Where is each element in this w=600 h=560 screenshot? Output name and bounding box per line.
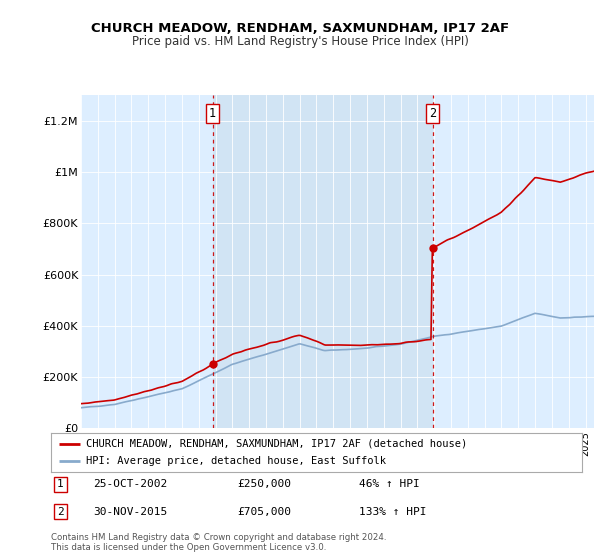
Text: This data is licensed under the Open Government Licence v3.0.: This data is licensed under the Open Gov… <box>51 543 326 552</box>
Text: CHURCH MEADOW, RENDHAM, SAXMUNDHAM, IP17 2AF: CHURCH MEADOW, RENDHAM, SAXMUNDHAM, IP17… <box>91 22 509 35</box>
Text: HPI: Average price, detached house, East Suffolk: HPI: Average price, detached house, East… <box>86 456 386 466</box>
Text: £705,000: £705,000 <box>237 506 291 516</box>
Text: Price paid vs. HM Land Registry's House Price Index (HPI): Price paid vs. HM Land Registry's House … <box>131 35 469 48</box>
Text: Contains HM Land Registry data © Crown copyright and database right 2024.: Contains HM Land Registry data © Crown c… <box>51 533 386 542</box>
Text: 2: 2 <box>430 107 436 120</box>
Text: £250,000: £250,000 <box>237 479 291 489</box>
Text: 1: 1 <box>209 107 216 120</box>
Text: 46% ↑ HPI: 46% ↑ HPI <box>359 479 420 489</box>
Text: 30-NOV-2015: 30-NOV-2015 <box>94 506 168 516</box>
Text: 1: 1 <box>57 479 64 489</box>
Text: 25-OCT-2002: 25-OCT-2002 <box>94 479 168 489</box>
Bar <box>212 95 433 428</box>
Text: 133% ↑ HPI: 133% ↑ HPI <box>359 506 427 516</box>
Text: 2: 2 <box>57 506 64 516</box>
Text: CHURCH MEADOW, RENDHAM, SAXMUNDHAM, IP17 2AF (detached house): CHURCH MEADOW, RENDHAM, SAXMUNDHAM, IP17… <box>86 438 467 449</box>
